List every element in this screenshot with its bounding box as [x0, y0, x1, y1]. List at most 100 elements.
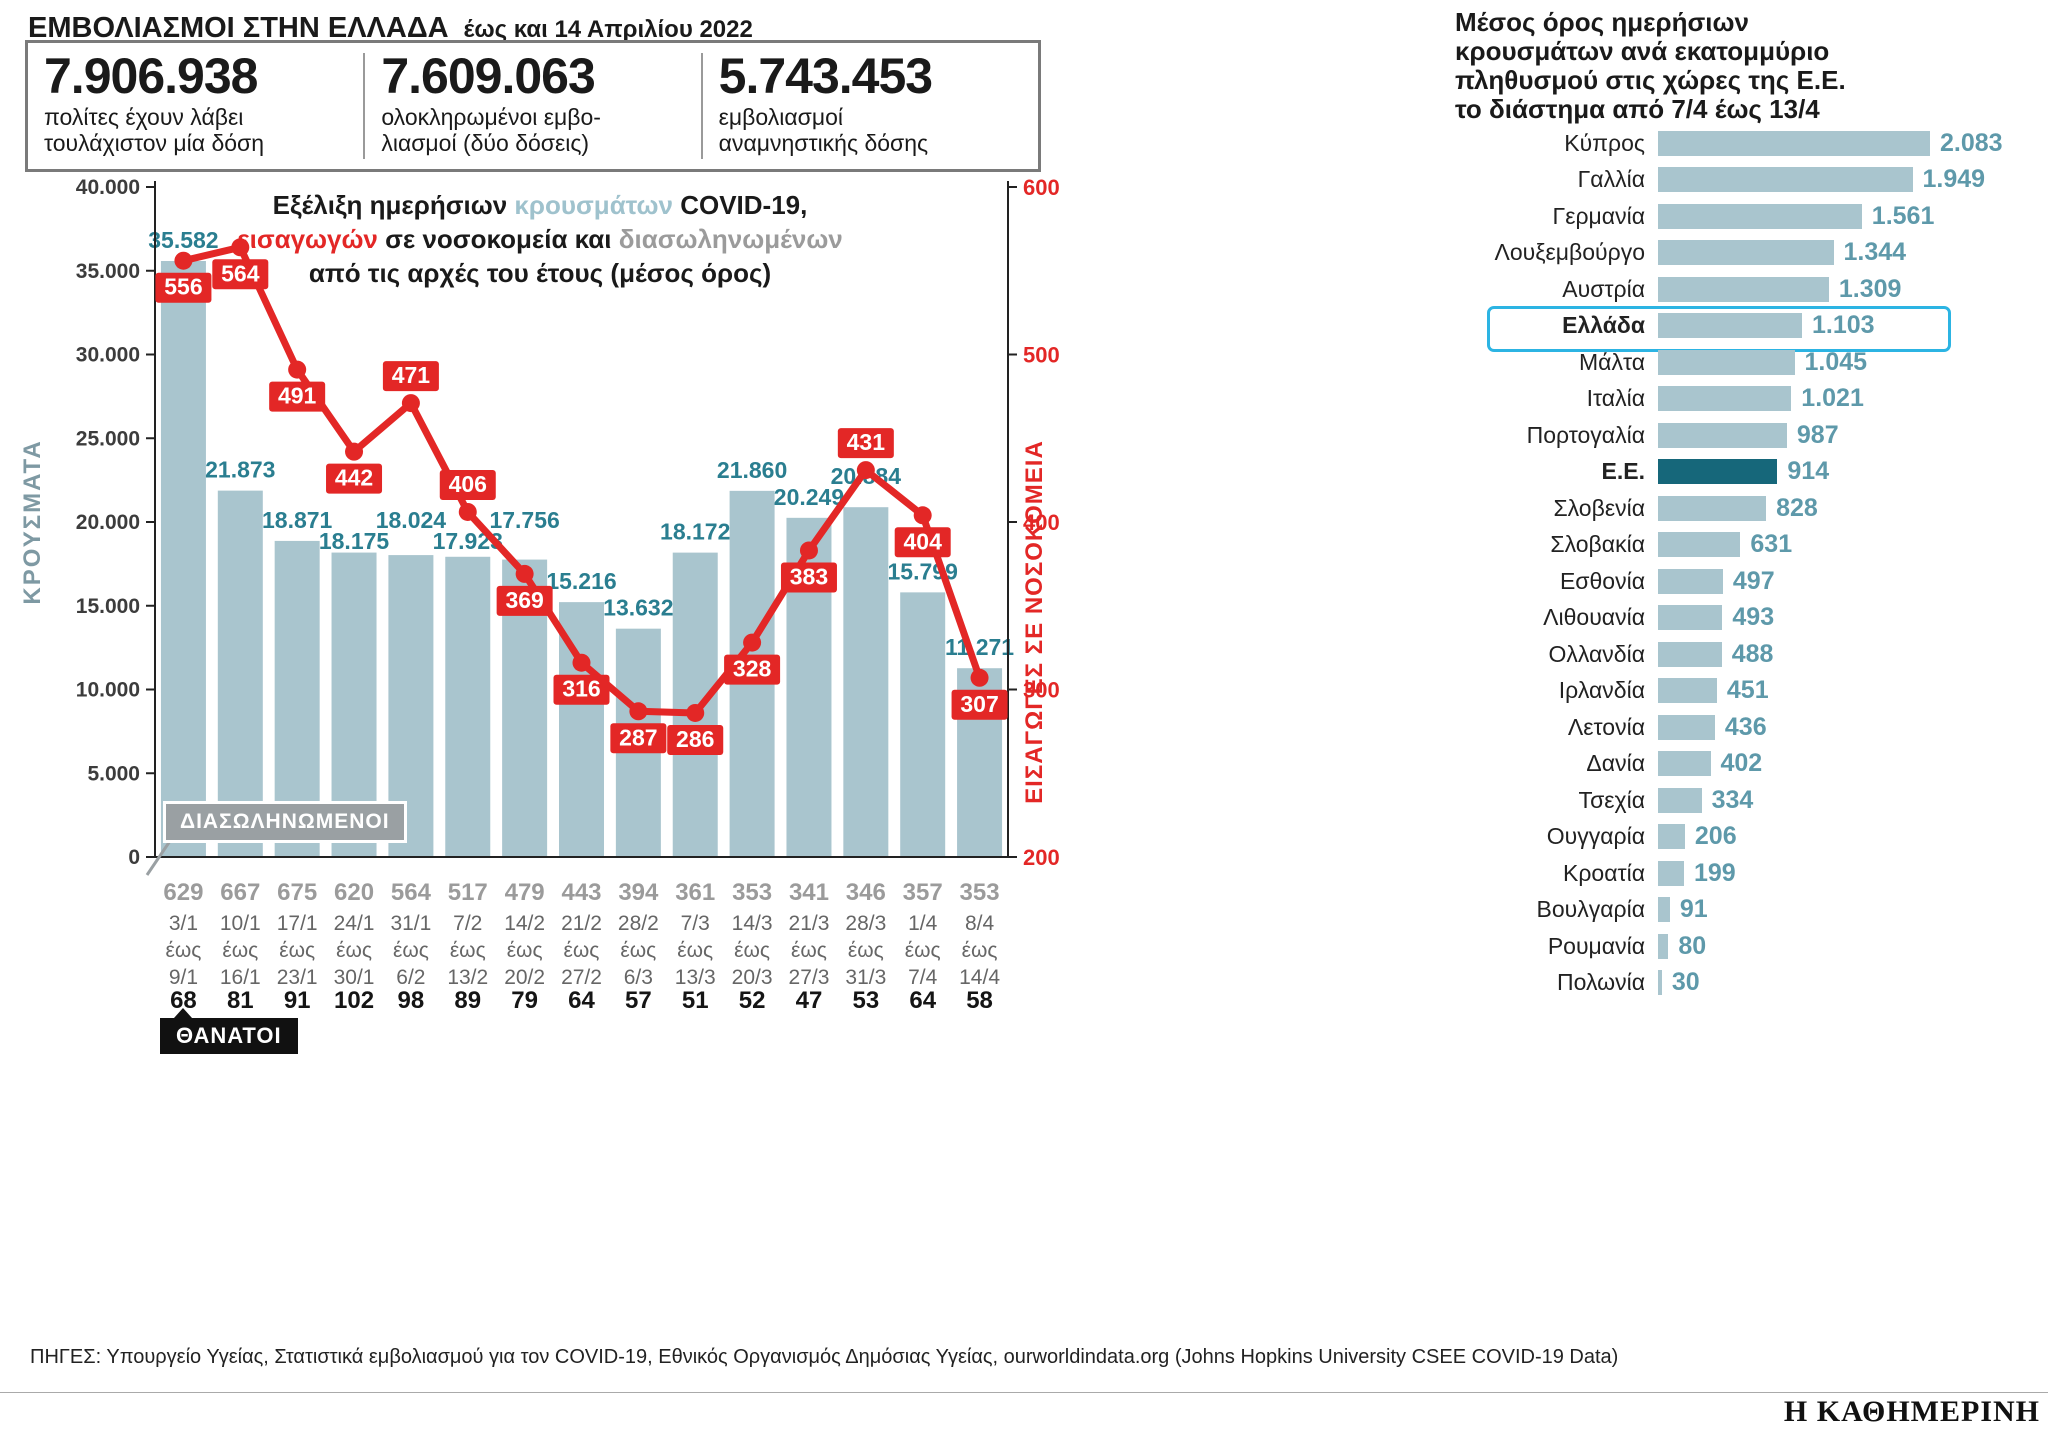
date-to: 20/3: [732, 966, 773, 989]
right-tick-label: 400: [1023, 510, 1060, 535]
stat-label: ολοκληρωμένοι εμβο-λιασμοί (δύο δόσεις): [381, 104, 601, 157]
eu-country-label: Δανία: [1586, 750, 1645, 777]
deaths-callout: ΘΑΝΑΤΟΙ: [160, 1008, 298, 1054]
eu-chart-title: Μέσος όρος ημερήσιων κρουσμάτων ανά εκατ…: [1455, 8, 1846, 124]
left-tick-label: 30.000: [76, 344, 140, 367]
eu-country-label: Κύπρος: [1564, 129, 1645, 156]
eu-country-label: Λουξεμβούργο: [1494, 239, 1645, 266]
eu-bar: [1658, 167, 1913, 193]
case-bar-value: 18.871: [262, 507, 333, 533]
date-to: 20/2: [504, 966, 545, 989]
date-word: έως: [905, 939, 941, 962]
page-title-date: έως και 14 Απριλίου 2022: [463, 16, 753, 43]
date-to: 7/4: [908, 966, 938, 989]
admissions-point: [743, 633, 762, 652]
admissions-point: [970, 668, 989, 687]
eu-value-label: 488: [1731, 639, 1774, 668]
date-to: 6/3: [624, 966, 653, 989]
admissions-point: [572, 653, 591, 672]
intubated-value: 394: [618, 879, 659, 906]
eu-country-label: Γαλλία: [1577, 166, 1645, 193]
date-word: έως: [848, 939, 884, 962]
deaths-value: 89: [454, 987, 481, 1014]
case-bar: [843, 507, 889, 857]
eu-country-label: Σλοβενία: [1553, 494, 1645, 521]
deaths-value: 51: [682, 987, 709, 1014]
eu-country-label: Βουλγαρία: [1536, 896, 1646, 923]
eu-value-label: 80: [1678, 931, 1707, 960]
eu-country-label: Τσεχία: [1578, 786, 1645, 813]
date-word: έως: [677, 939, 713, 962]
right-axis-title: ΕΙΣΑΓΩΓΕΣ ΣΕ ΝΟΣΟΚΟΜΕΙΑ: [1021, 440, 1048, 804]
eu-row: Μάλτα 1.045: [1455, 344, 2047, 381]
eu-value-label: 1.309: [1838, 274, 1902, 303]
eu-country-label: Μάλτα: [1578, 348, 1645, 375]
date-word: έως: [279, 939, 315, 962]
eu-value-label: 1.344: [1843, 238, 1907, 267]
eu-row-greece: Ελλάδα 1.103: [1455, 305, 2047, 351]
date-to: 16/1: [220, 966, 261, 989]
eu-row: Σλοβακία 631: [1455, 527, 2047, 564]
eu-bar: [1658, 349, 1795, 375]
eu-bar: [1658, 386, 1792, 412]
admissions-value-box: [269, 381, 326, 412]
eu-bar: [1658, 787, 1702, 813]
admissions-value: 404: [904, 528, 943, 554]
eu-value-label: 30: [1671, 968, 1700, 997]
admissions-point: [913, 506, 932, 525]
case-bar: [217, 490, 263, 857]
eu-value-label: 91: [1679, 895, 1708, 924]
admissions-value-box: [155, 272, 212, 303]
admissions-value-box: [212, 259, 269, 290]
deaths-value: 57: [625, 987, 652, 1014]
deaths-value: 47: [796, 987, 823, 1014]
admissions-value-box: [951, 689, 1008, 720]
eu-country-label: Λετονία: [1567, 713, 1645, 740]
date-from: 17/1: [277, 912, 318, 935]
combo-chart-title: Εξέλιξη ημερήσιων κρουσμάτων COVID-19, ε…: [230, 188, 850, 290]
intubated-value: 479: [505, 879, 545, 906]
admissions-value-box: [382, 361, 439, 392]
eu-title-line: Μέσος όρος ημερήσιων: [1455, 7, 1749, 37]
sources-text: ΠΗΓΕΣ: Υπουργείο Υγείας, Στατιστικά εμβο…: [30, 1346, 1619, 1368]
eu-bar: [1658, 860, 1684, 886]
intubated-value: 353: [960, 879, 1000, 906]
eu-row: Εσθονία 497: [1455, 563, 2047, 600]
case-bar-value: 35.582: [148, 227, 218, 253]
title-text: Εξέλιξη ημερήσιων: [272, 190, 515, 220]
eu-title-line: το διάστημα από 7/4 έως 13/4: [1455, 94, 1820, 124]
admissions-point: [686, 703, 705, 722]
right-tick-label: 500: [1023, 343, 1060, 368]
stat-booster-dose: 5.743.453 εμβολιασμοί αναμνηστικής δόσης: [703, 43, 1038, 169]
vaccination-stats-box: 7.906.938 πολίτες έχουν λάβει τουλάχιστο…: [25, 40, 1041, 172]
deaths-value: 81: [227, 987, 254, 1014]
page-title-main: ΕΜΒΟΛΙΑΣΜΟΙ ΣΤΗΝ ΕΛΛΑΔΑ: [28, 12, 449, 44]
intubated-value: 361: [675, 879, 715, 906]
date-from: 28/2: [618, 912, 659, 935]
intubated-value: 357: [903, 879, 943, 906]
left-tick-label: 10.000: [76, 679, 140, 702]
intubated-value: 629: [163, 879, 203, 906]
eu-bar: [1658, 459, 1778, 485]
eu-row: Λετονία 436: [1455, 709, 2047, 746]
eu-bar: [1658, 970, 1662, 996]
admissions-point: [401, 394, 420, 413]
eu-value-label: 1.021: [1801, 384, 1864, 413]
date-from: 24/1: [334, 912, 375, 935]
eu-row: Λιθουανία 493: [1455, 600, 2047, 637]
date-to: 31/3: [845, 966, 886, 989]
admissions-point: [856, 461, 875, 480]
eu-bar: [1658, 751, 1711, 777]
case-bar-value: 11.271: [945, 634, 1014, 660]
intubated-leader: [145, 837, 174, 876]
admissions-value: 316: [562, 676, 600, 702]
eu-row: Ρουμανία 80: [1455, 928, 2047, 965]
eu-country-label: Ελλάδα: [1562, 312, 1645, 339]
deaths-value: 98: [398, 987, 425, 1014]
date-word: έως: [222, 939, 258, 962]
eu-row: Ιταλία 1.021: [1455, 381, 2047, 418]
title-admissions-word: εισαγωγών: [237, 224, 378, 254]
eu-value-label: 206: [1694, 822, 1737, 851]
deaths-value: 79: [511, 987, 538, 1014]
date-word: έως: [393, 939, 429, 962]
